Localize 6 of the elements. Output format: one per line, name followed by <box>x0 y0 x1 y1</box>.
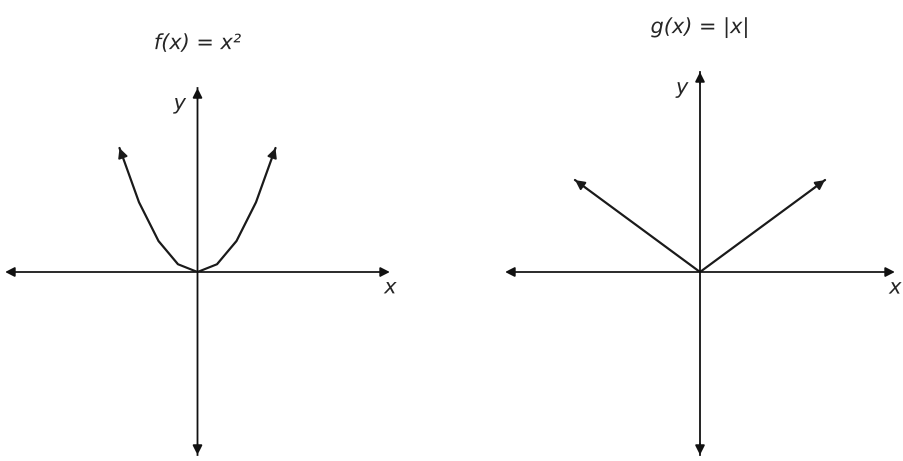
y-axis-title: y <box>173 98 186 114</box>
x-axis-title: x <box>888 282 902 294</box>
chart-title: f(x) = x² <box>155 33 241 52</box>
y-axis-title: y <box>675 82 689 98</box>
chart-title: g(x) = |x| <box>651 17 747 38</box>
x-axis-title: x <box>384 282 397 294</box>
